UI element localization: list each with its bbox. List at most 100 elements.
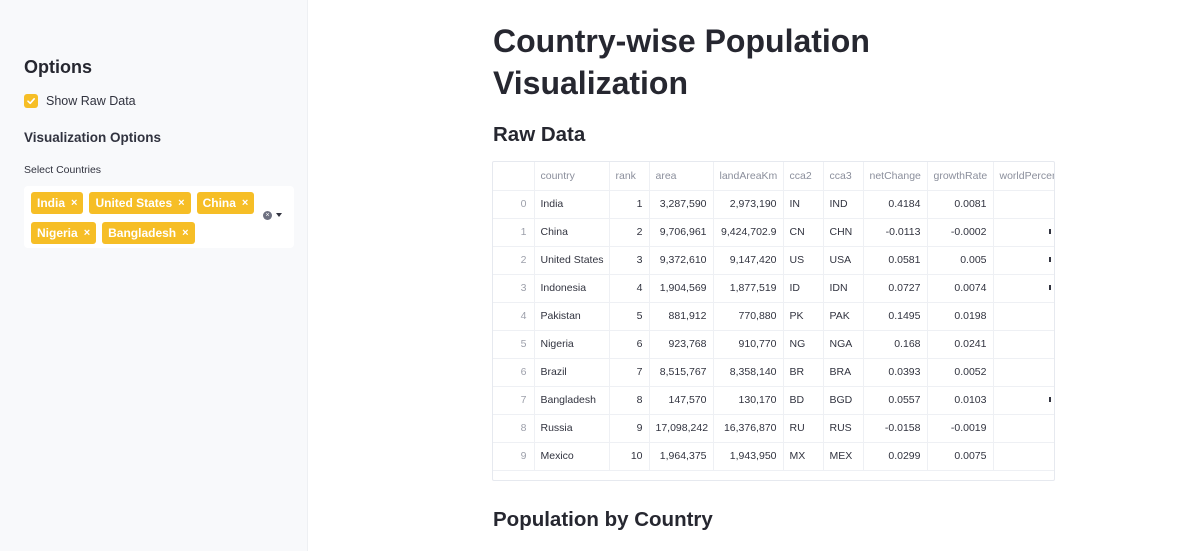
table-cell: 0.0557 [863,386,928,415]
table-row[interactable]: 7 Bangladesh 8 147,570 130,170 BD BGD 0.0557 0.0… [493,386,1054,415]
column-header[interactable]: cca3 [823,162,864,191]
table-cell: 8,358,140 [713,358,784,387]
table-row[interactable]: 4 Pakistan 5 881,912 770,880 PK PAK 0.1495 0.019… [493,302,1054,331]
table-cell: USA [823,246,864,275]
table-cell: CHN [823,218,864,247]
table-cell: Pakistan [534,302,610,331]
table-cell: 1 [609,190,650,219]
table-cell: -0.0113 [863,218,928,247]
table-cell: 0.168 [863,330,928,359]
clipped-cell-mark [1049,257,1051,262]
remove-chip-icon[interactable]: × [178,197,185,209]
table-cell: 0.0075 [927,442,994,471]
table-cell: 1,877,519 [713,274,784,303]
table-cell [993,330,1054,359]
clipped-cell-mark [1049,285,1051,290]
show-raw-data-label: Show Raw Data [46,94,136,108]
table-cell: RUS [823,414,864,443]
table-row[interactable]: 0 India 1 3,287,590 2,973,190 IN IND 0.4184 0.00… [493,190,1054,219]
row-index: 3 [493,274,535,303]
column-header[interactable]: landAreaKm [713,162,784,191]
remove-chip-icon[interactable]: × [182,227,189,239]
column-header[interactable]: country [534,162,610,191]
table-cell: 1,904,569 [649,274,714,303]
sidebar: Options Show Raw Data Visualization Opti… [0,0,308,551]
table-cell: 0.0393 [863,358,928,387]
raw-data-table[interactable]: country rank area landAreaKm cca2 cca3 netChan… [492,161,1055,481]
country-chip-label: United States [95,196,173,210]
country-multiselect[interactable]: India × United States × China × Nigeria × Bangla… [24,186,294,248]
table-cell: 8,515,767 [649,358,714,387]
row-index: 5 [493,330,535,359]
table-cell [993,358,1054,387]
column-header[interactable]: rank [609,162,650,191]
table-cell: 0.0081 [927,190,994,219]
table-cell: PAK [823,302,864,331]
table-cell [993,190,1054,219]
remove-chip-icon[interactable]: × [83,227,91,239]
table-cell: -0.0158 [863,414,928,443]
column-header[interactable]: growthRate [927,162,994,191]
country-chip[interactable]: United States × [89,192,191,214]
table-cell [993,218,1054,247]
table-cell [993,442,1054,471]
table-cell: 10 [609,442,650,471]
table-cell: 0.1495 [863,302,928,331]
table-cell: 9,372,610 [649,246,714,275]
table-cell: 0.0581 [863,246,928,275]
table-cell: 1,964,375 [649,442,714,471]
table-cell: 910,770 [713,330,784,359]
table-cell: -0.0002 [927,218,994,247]
remove-chip-icon[interactable]: × [71,197,78,209]
table-header-row: country rank area landAreaKm cca2 cca3 netChan… [493,162,1054,191]
table-cell: 5 [609,302,650,331]
table-cell: 17,098,242 [649,414,714,443]
table-cell: 9,424,702.9 [713,218,784,247]
column-header[interactable]: area [649,162,714,191]
table-cell: 9,706,961 [649,218,714,247]
table-cell: 0.0727 [863,274,928,303]
column-header[interactable]: netChange [863,162,928,191]
country-chip-label: Nigeria [37,226,78,240]
table-cell: NGA [823,330,864,359]
show-raw-data-checkbox[interactable]: Show Raw Data [24,94,136,108]
table-cell: 2,973,190 [713,190,784,219]
checkbox-checked-icon[interactable] [24,94,38,108]
clipped-cell-mark [1049,229,1051,234]
table-row[interactable]: 2 United States 3 9,372,610 9,147,420 US USA 0.… [493,246,1054,275]
table-cell: Indonesia [534,274,610,303]
row-index: 7 [493,386,535,415]
remove-chip-icon[interactable]: × [241,197,249,209]
table-cell: BRA [823,358,864,387]
column-header[interactable]: worldPercentage [993,162,1054,191]
clipped-cell-mark [1049,397,1051,402]
country-chip[interactable]: Bangladesh × [102,222,195,244]
chevron-down-icon[interactable] [276,213,282,217]
table-row[interactable]: 6 Brazil 7 8,515,767 8,358,140 BR BRA 0.0393 0.0… [493,358,1054,387]
table-cell: 0.0299 [863,442,928,471]
country-chip[interactable]: Nigeria × [31,222,97,244]
row-index: 2 [493,246,535,275]
population-by-country-heading: Population by Country [493,508,713,531]
clear-selection-icon[interactable]: × [263,211,272,220]
table-cell: 0.0052 [927,358,994,387]
table-cell: US [783,246,824,275]
table-cell: 6 [609,330,650,359]
table-row[interactable]: 3 Indonesia 4 1,904,569 1,877,519 ID IDN 0.0727… [493,274,1054,303]
table-cell: 9 [609,414,650,443]
column-header[interactable] [493,162,535,191]
table-cell: IDN [823,274,864,303]
row-index: 0 [493,190,535,219]
table-cell: -0.0019 [927,414,994,443]
table-cell: PK [783,302,824,331]
table-cell: BD [783,386,824,415]
table-row[interactable]: 5 Nigeria 6 923,768 910,770 NG NGA 0.168 0.0241 [493,330,1054,359]
table-cell: United States [534,246,610,275]
country-chip[interactable]: India × [31,192,84,214]
table-cell: 881,912 [649,302,714,331]
column-header[interactable]: cca2 [783,162,824,191]
table-row[interactable]: 9 Mexico 10 1,964,375 1,943,950 MX MEX 0.0299 0.… [493,442,1054,471]
table-row[interactable]: 1 China 2 9,706,961 9,424,702.9 CN CHN -0.0113-… [493,218,1054,247]
table-row[interactable]: 8 Russia 9 17,098,242 16,376,870 RU RUS -0.0158… [493,414,1054,443]
country-chip[interactable]: China × [196,192,255,214]
